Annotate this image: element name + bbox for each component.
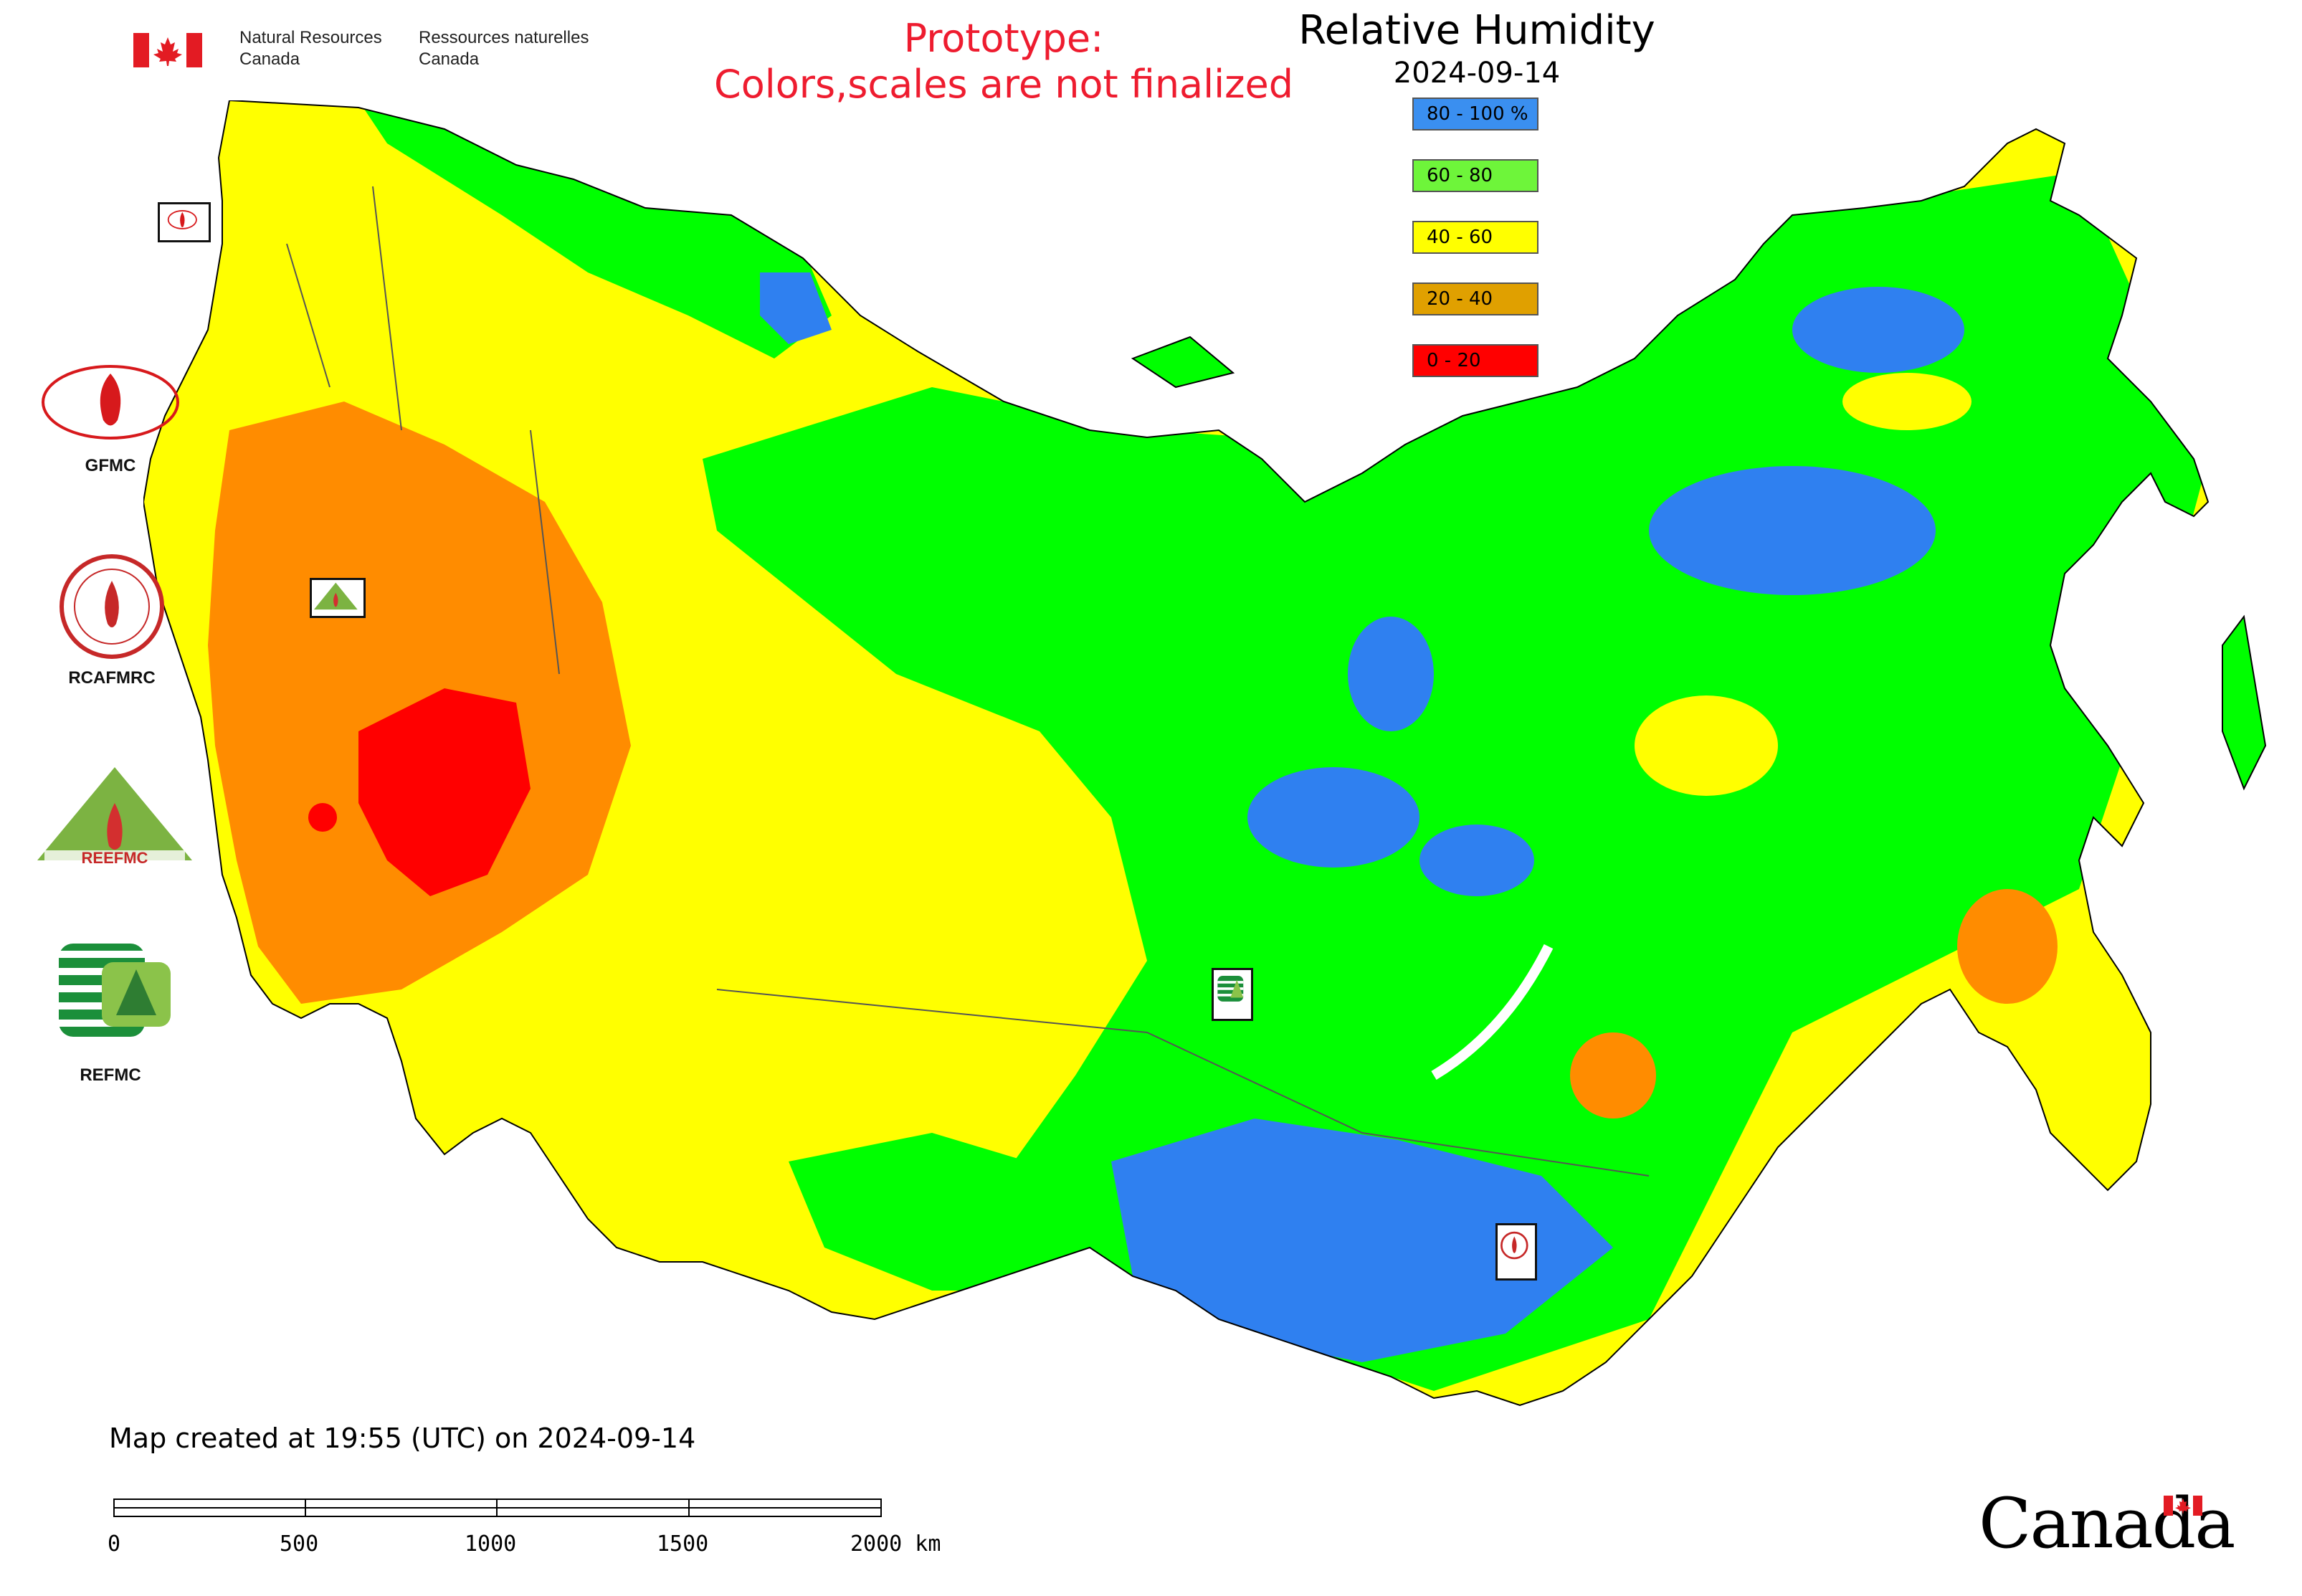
zone-wet-south xyxy=(789,1133,1147,1291)
reefmc-logo-icon: REEFMC xyxy=(37,767,192,867)
nrcan-english-name: Natural Resources Canada xyxy=(239,28,382,69)
humidity-map xyxy=(143,100,2267,1406)
zone-very-dry xyxy=(358,688,531,896)
scale-tick-label: 0 xyxy=(108,1531,121,1557)
created-timestamp: Map created at 19:55 (UTC) on 2024-09-14 xyxy=(109,1422,696,1454)
marker-reefmc[interactable] xyxy=(310,578,366,618)
zone-very-wet-yakutia xyxy=(1649,466,1936,595)
legend-item-0-20: 0 - 20 xyxy=(1412,344,1538,377)
legend-item-60-80: 60 - 80 xyxy=(1412,159,1538,192)
zone-dry-far-east xyxy=(1957,889,2058,1004)
rcafmrc-logo-icon xyxy=(60,554,164,659)
rcafmrc-marker-icon xyxy=(1500,1231,1528,1260)
zone-dry-east xyxy=(1570,1032,1656,1118)
zone-very-wet-northeast xyxy=(1792,287,1964,373)
zone-very-wet-kola xyxy=(760,272,832,344)
legend-label: 60 - 80 xyxy=(1427,165,1493,186)
refmc-label: REFMC xyxy=(80,1065,141,1085)
canada-wordmark-flag-icon xyxy=(2164,1496,2202,1516)
canada-wordmark: Canada xyxy=(1979,1483,2235,1564)
legend-label: 40 - 60 xyxy=(1427,227,1493,248)
canada-flag-icon xyxy=(133,33,202,67)
gfmc-label: GFMC xyxy=(85,456,136,475)
island-east xyxy=(2222,614,2267,791)
novaya-zemlya xyxy=(1131,336,1235,389)
scale-bar-graphic xyxy=(113,1498,882,1517)
nrcan-french-name: Ressources naturelles Canada xyxy=(419,28,589,69)
refmc-logo-icon xyxy=(59,944,171,1037)
rcafmrc-label: RCAFMRC xyxy=(68,668,156,688)
zone-very-wet-altai xyxy=(1111,1118,1613,1362)
marker-refmc[interactable] xyxy=(1212,968,1253,1021)
scale-tick-label: 1000 xyxy=(465,1531,517,1557)
scale-tick-label: 500 xyxy=(280,1531,319,1557)
humidity-fill xyxy=(143,100,2208,1405)
zone-very-wet-siberia xyxy=(1247,767,1419,868)
scale-tick-label: 1500 xyxy=(657,1531,709,1557)
zone-very-dry-spot xyxy=(308,803,337,832)
zone-wet-northwest xyxy=(358,100,832,358)
marker-gfmc[interactable] xyxy=(158,202,211,242)
admin-borders xyxy=(286,186,1650,1177)
zone-very-wet-plain xyxy=(1348,617,1434,731)
scale-tick-label: 2000 km xyxy=(850,1531,941,1557)
prototype-notice-line2: Colors,scales are not finalized xyxy=(714,62,1293,107)
gfmc-marker-icon xyxy=(167,210,197,229)
refmc-marker-icon xyxy=(1217,976,1244,1002)
legend-label: 20 - 40 xyxy=(1427,288,1493,310)
legend-item-40-60: 40 - 60 xyxy=(1412,221,1538,254)
legend-item-20-40: 20 - 40 xyxy=(1412,282,1538,315)
prototype-notice: Prototype: Colors,scales are not finaliz… xyxy=(645,16,1362,108)
reefmc-marker-icon xyxy=(313,582,358,610)
zone-moderate-east xyxy=(1635,695,1778,796)
gfmc-logo-icon xyxy=(42,365,179,440)
nrcan-signature: Natural Resources Canada Ressources natu… xyxy=(133,27,607,77)
legend-item-80-100: 80 - 100 % xyxy=(1412,98,1538,130)
prototype-notice-line1: Prototype: xyxy=(903,16,1104,61)
svg-text:REEFMC: REEFMC xyxy=(82,849,148,867)
map-title: Relative Humidity xyxy=(1298,7,1655,54)
zone-very-wet-siberia-2 xyxy=(1419,825,1534,896)
lake-baikal xyxy=(1431,944,1554,1080)
marker-rcafmrc[interactable] xyxy=(1495,1223,1537,1281)
legend-label: 0 - 20 xyxy=(1427,350,1481,371)
scale-bar: 0 500 1000 1500 2000 km xyxy=(108,1498,953,1570)
map-date: 2024-09-14 xyxy=(1393,57,1561,90)
zone-moderate-northeast xyxy=(1842,373,1972,430)
legend-label: 80 - 100 % xyxy=(1427,103,1528,125)
